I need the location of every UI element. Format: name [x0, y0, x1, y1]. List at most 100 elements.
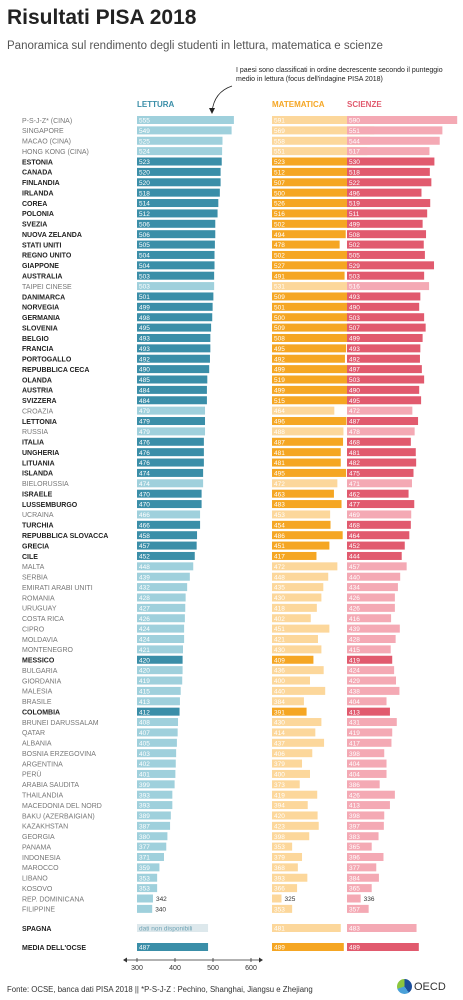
math-bar: [272, 500, 342, 509]
science-value-label: 457: [349, 564, 360, 571]
math-value-label: 398: [274, 834, 285, 841]
science-value-label: 434: [349, 585, 360, 592]
math-value-label: 487: [274, 439, 285, 446]
math-bar: [272, 354, 345, 363]
science-bar: [347, 707, 390, 716]
reading-value-label: 420: [139, 657, 150, 664]
country-label: BULGARIA: [22, 668, 58, 675]
math-value-label: 464: [274, 408, 285, 415]
science-bar: [347, 904, 369, 913]
country-label: RUSSIA: [22, 429, 48, 436]
column-header: LETTURA: [137, 100, 175, 109]
reading-bar: [137, 302, 213, 311]
science-value-label: 472: [349, 408, 360, 415]
science-value-label: 416: [349, 616, 360, 623]
math-bar: [272, 884, 298, 893]
reading-value-label: 403: [139, 751, 150, 758]
math-bar: [272, 821, 319, 830]
math-value-label: 423: [274, 823, 285, 830]
scale-tick-label: 500: [207, 965, 219, 972]
science-bar: [347, 832, 379, 841]
science-value-label: 475: [349, 471, 360, 478]
math-value-label: 527: [274, 263, 285, 270]
math-value-label: 492: [274, 356, 285, 363]
science-bar: [347, 458, 417, 467]
reading-bar: [137, 884, 158, 893]
country-label: LUSSEMBURGO: [22, 502, 78, 509]
country-label: OLANDA: [22, 377, 52, 384]
math-value-label: 430: [274, 647, 285, 654]
oecd-logo-icon: [397, 979, 412, 994]
math-bar: [272, 780, 300, 789]
math-bar: [272, 790, 318, 799]
science-bar: [347, 437, 411, 446]
science-bar: [347, 541, 405, 550]
math-bar: [272, 749, 313, 758]
reading-bar: [137, 863, 160, 872]
math-value-label: 508: [274, 336, 285, 343]
reading-value-label: 514: [139, 201, 150, 208]
science-bar: [347, 136, 440, 145]
reading-bar: [137, 344, 211, 353]
reading-bar: [137, 842, 167, 851]
country-label: AUSTRALIA: [22, 274, 62, 281]
math-value-label: 502: [274, 221, 285, 228]
reading-bar: [137, 489, 202, 498]
math-value-label: 414: [274, 730, 285, 737]
country-label: DANIMARCA: [22, 294, 65, 301]
reading-bar: [137, 686, 181, 695]
science-value-label: 357: [349, 906, 360, 913]
science-bar: [347, 209, 428, 218]
country-label: ESTONIA: [22, 159, 53, 166]
math-value-label: 481: [274, 926, 285, 933]
reading-value-label: 413: [139, 699, 150, 706]
country-label: MACAO (CINA): [22, 139, 71, 146]
reading-value-label: 371: [139, 855, 150, 862]
reading-bar: [137, 354, 210, 363]
country-label: NORVEGIA: [22, 305, 59, 312]
reading-bar: [137, 769, 176, 778]
reading-bar: [137, 396, 207, 405]
reading-bar: [137, 583, 188, 592]
science-value-label: 490: [349, 387, 360, 394]
science-value-label: 487: [349, 419, 360, 426]
reading-bar: [137, 136, 223, 145]
reading-value-label: 420: [139, 668, 150, 675]
reading-bar: [137, 147, 223, 156]
science-value-label: 518: [349, 170, 360, 177]
science-bar: [347, 396, 422, 405]
science-value-label: 426: [349, 595, 360, 602]
math-bar: [272, 261, 359, 270]
reading-value-label: 520: [139, 170, 150, 177]
country-label: BIELORUSSIA: [22, 481, 69, 488]
science-value-label: 529: [349, 263, 360, 270]
country-label: GIAPPONE: [22, 263, 59, 270]
math-bar: [272, 365, 348, 374]
math-value-label: 489: [274, 945, 285, 952]
reading-value-label: 490: [139, 367, 150, 374]
reading-bar: [137, 188, 220, 197]
math-bar: [272, 116, 383, 124]
science-bar: [347, 126, 443, 135]
country-label: GERMANIA: [22, 315, 60, 322]
math-bar: [272, 323, 352, 332]
science-bar: [347, 624, 400, 633]
reading-value-label: 495: [139, 325, 150, 332]
reading-bar: [137, 292, 214, 301]
country-label: BELGIO: [22, 336, 49, 343]
reading-bar: [137, 624, 185, 633]
science-value-label: 590: [349, 118, 360, 125]
math-bar: [272, 468, 347, 477]
math-bar: [272, 614, 311, 623]
reading-bar: [137, 894, 153, 903]
reading-bar: [137, 811, 171, 820]
reading-bar: [137, 157, 222, 166]
science-bar: [347, 188, 422, 197]
reading-bar: [137, 500, 202, 509]
math-bar: [272, 489, 334, 498]
science-bar: [347, 873, 379, 882]
math-value-label: 366: [274, 886, 285, 893]
country-label: SINGAPORE: [22, 128, 64, 135]
science-value-label: 481: [349, 450, 360, 457]
science-bar: [347, 852, 384, 861]
